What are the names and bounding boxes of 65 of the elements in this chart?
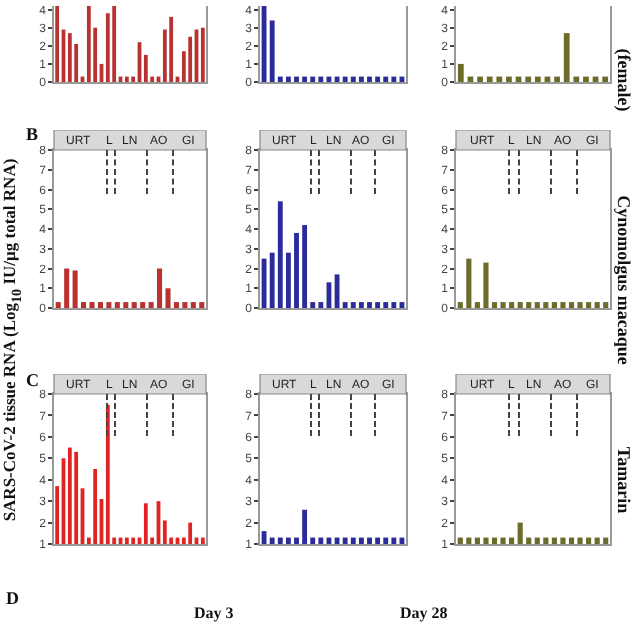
text: Cynomolgus macaque	[614, 195, 634, 365]
bar	[358, 302, 364, 308]
bar	[182, 302, 188, 308]
bar	[577, 302, 583, 308]
bar	[72, 270, 78, 308]
bar	[375, 302, 381, 308]
text: Day 28	[400, 604, 448, 622]
bar	[477, 76, 483, 82]
text: (female)	[614, 48, 634, 112]
bar	[534, 76, 541, 82]
bar	[367, 76, 372, 82]
bar	[318, 76, 324, 82]
bar	[466, 258, 472, 308]
bar	[106, 302, 112, 308]
text: Tamarin	[614, 446, 634, 514]
bar	[64, 268, 70, 308]
chart-title: C	[26, 370, 39, 390]
bar	[358, 76, 364, 82]
bar	[97, 302, 103, 308]
bar	[383, 302, 389, 308]
bar	[603, 302, 609, 308]
bar	[457, 63, 464, 82]
bar	[391, 302, 397, 308]
text: Day 3	[194, 604, 234, 622]
bar	[199, 302, 205, 308]
bar	[294, 76, 299, 82]
bar	[89, 302, 95, 308]
bar	[383, 76, 389, 82]
bar	[140, 302, 146, 308]
text: D	[6, 588, 19, 608]
bar	[526, 302, 532, 308]
bar	[310, 76, 316, 82]
bar	[342, 76, 348, 82]
bar	[560, 302, 566, 308]
bar	[123, 302, 129, 308]
bar	[554, 76, 560, 82]
bar	[525, 76, 532, 82]
bar	[302, 225, 308, 308]
bar	[277, 201, 283, 308]
bar	[602, 76, 609, 82]
bar	[500, 302, 506, 308]
bar	[594, 302, 600, 308]
bar	[294, 232, 299, 308]
bar	[350, 76, 356, 82]
bar	[506, 76, 512, 82]
bar	[342, 302, 348, 308]
chart-title: B	[26, 124, 39, 144]
bar	[583, 76, 589, 82]
bar	[269, 20, 275, 82]
bar	[483, 262, 489, 308]
bar	[391, 76, 397, 82]
bar	[517, 302, 523, 308]
bar	[285, 76, 291, 82]
bar	[114, 302, 120, 308]
bar	[157, 268, 163, 308]
bar	[375, 76, 381, 82]
bar	[534, 302, 540, 308]
bar	[350, 302, 356, 308]
bar	[568, 302, 575, 308]
bar	[190, 302, 196, 308]
bar	[367, 302, 372, 308]
bar	[543, 302, 549, 308]
bar	[302, 76, 308, 82]
bar	[131, 302, 137, 308]
bar	[318, 302, 324, 308]
